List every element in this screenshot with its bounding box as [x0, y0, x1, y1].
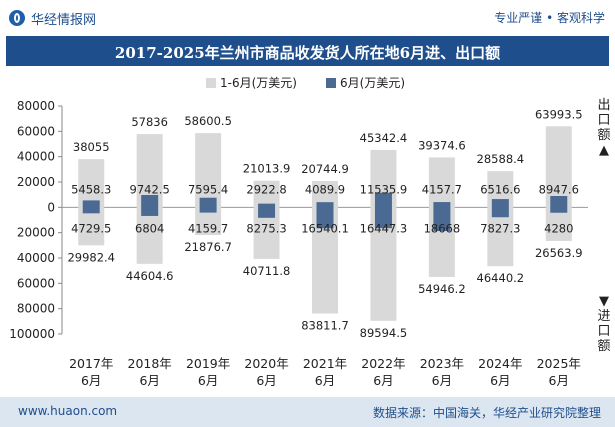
range-export-label: 63993.5: [535, 107, 583, 121]
june-export-label: 11535.9: [360, 182, 408, 196]
footer-url[interactable]: www.huaon.com: [18, 404, 118, 418]
export-side-label: 出口额 ▲: [597, 98, 611, 158]
title-bar: 2017-2025年兰州市商品收发货人所在地6月进、出口额: [6, 36, 609, 66]
range-import-label: 44604.6: [126, 269, 174, 283]
up-arrow-icon: ▲: [599, 143, 609, 158]
range-import-label: 46440.2: [477, 271, 525, 285]
range-import-label: 54946.2: [418, 282, 466, 296]
range-import-label: 89594.5: [360, 326, 408, 340]
logo-icon: [9, 10, 25, 26]
range-import-label: 26563.9: [535, 246, 583, 260]
import-side-label: ▼ 进口额: [597, 294, 611, 354]
range-bar: [312, 181, 338, 314]
brand-name: 华经情报网: [31, 13, 97, 28]
chart: 80000 60000 40000 20000 0 20000 40000 60000 8000…: [9, 76, 588, 388]
june-bar: [258, 203, 276, 218]
y-tick-label: 60000: [17, 276, 55, 290]
june-import-label: 4729.5: [71, 221, 111, 235]
y-tick-label: 20000: [17, 226, 55, 240]
x-tick-label: 2018年 6月: [128, 356, 172, 388]
slogan: 专业严谨 • 客观科学: [494, 11, 605, 25]
legend-label-june: 6月(万美元): [340, 76, 405, 90]
range-bar: [195, 133, 222, 236]
june-import-label: 16540.1: [301, 221, 349, 235]
range-export-label: 38055: [73, 140, 110, 154]
y-tick-label: 100000: [9, 327, 55, 341]
footer: www.huaon.com 数据来源：中国海关，华经产业研究院整理: [0, 397, 615, 427]
x-tick-label: 2022年 6月: [361, 356, 405, 388]
june-import-label: 16447.3: [360, 221, 408, 235]
export-side-text: 出口额: [597, 98, 611, 143]
range-import-label: 21876.7: [184, 240, 232, 254]
x-tick-label: 2024年 6月: [478, 356, 522, 388]
legend-swatch-june: [326, 78, 336, 88]
june-bar: [433, 202, 451, 231]
june-export-label: 7595.4: [188, 182, 228, 196]
x-tick-label: 2017年 6月: [69, 356, 113, 388]
june-export-label: 2922.8: [246, 182, 286, 196]
range-import-label: 83811.7: [301, 318, 349, 332]
june-bar: [550, 195, 568, 213]
y-tick-label: 20000: [17, 175, 55, 189]
y-tick-label: 40000: [17, 251, 55, 265]
top-bar: 华经情报网 专业严谨 • 客观科学: [0, 0, 615, 36]
x-tick-label: 2023年 6月: [420, 356, 464, 388]
y-tick-label: 60000: [17, 124, 55, 138]
range-export-label: 39374.6: [418, 138, 466, 152]
june-import-label: 4280: [544, 221, 573, 235]
down-arrow-icon: ▼: [599, 294, 609, 309]
y-tick-label: 80000: [17, 302, 55, 316]
range-export-label: 28588.4: [477, 152, 525, 166]
june-import-label: 4159.7: [188, 221, 228, 235]
june-bar: [491, 199, 509, 218]
range-import-label: 29982.4: [67, 250, 115, 264]
june-import-label: 8275.3: [246, 221, 286, 235]
x-tick-label: 2025年 6月: [537, 356, 581, 388]
range-import-label: 40711.8: [243, 264, 291, 278]
june-bar: [316, 202, 334, 229]
june-export-label: 8947.6: [539, 182, 579, 196]
range-bar: [545, 126, 572, 241]
footer-source: 数据来源：中国海关，华经产业研究院整理: [372, 406, 601, 420]
x-tick-label: 2019年 6月: [186, 356, 230, 388]
june-bar: [374, 192, 392, 229]
range-bar: [487, 171, 514, 267]
june-export-label: 9742.5: [130, 182, 170, 196]
x-tick-label: 2020年 6月: [244, 356, 288, 388]
june-import-label: 18668: [424, 221, 461, 235]
x-tick-label: 2021年 6月: [303, 356, 347, 388]
june-import-label: 6804: [135, 221, 164, 235]
legend-swatch-range: [206, 78, 216, 88]
june-export-label: 4089.9: [305, 182, 345, 196]
legend-label-range: 1-6月(万美元): [220, 76, 297, 90]
range-export-label: 57836: [131, 115, 168, 129]
range-bar: [370, 149, 397, 321]
june-export-label: 4157.7: [422, 182, 462, 196]
y-tick-label: 0: [47, 200, 55, 214]
chart-title: 2017-2025年兰州市商品收发货人所在地6月进、出口额: [114, 44, 501, 62]
june-bar: [82, 200, 100, 214]
y-tick-label: 80000: [17, 99, 55, 113]
june-bar: [141, 194, 159, 216]
range-export-label: 45342.4: [360, 131, 408, 145]
y-tick-label: 40000: [17, 150, 55, 164]
range-export-label: 20744.9: [301, 162, 349, 176]
range-export-label: 21013.9: [243, 162, 291, 176]
june-bar: [199, 197, 217, 213]
import-side-text: 进口额: [597, 309, 611, 354]
range-export-label: 58600.5: [184, 114, 232, 128]
june-export-label: 5458.3: [71, 182, 111, 196]
june-export-label: 6516.6: [480, 182, 520, 196]
range-bar: [253, 180, 280, 259]
june-import-label: 7827.3: [480, 221, 520, 235]
